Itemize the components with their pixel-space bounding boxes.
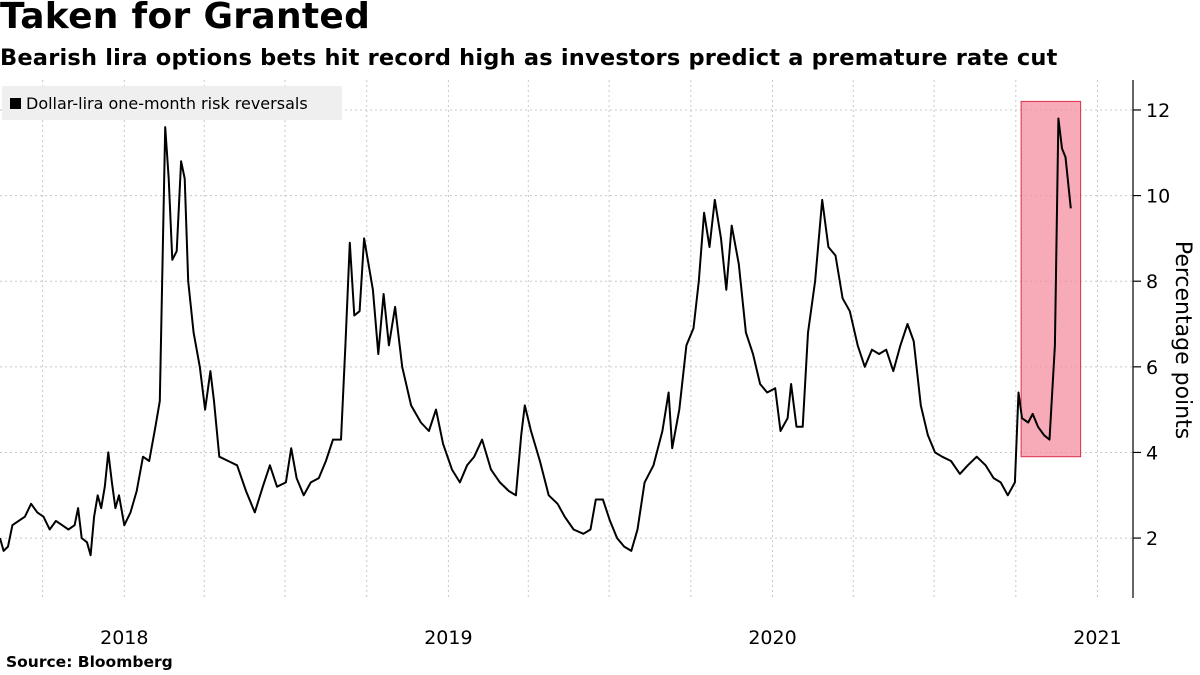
y-tick-label: 12 <box>1146 100 1170 122</box>
legend: Dollar-lira one-month risk reversals <box>2 86 342 120</box>
legend-swatch <box>10 97 21 109</box>
y-tick-label: 4 <box>1146 442 1158 464</box>
highlight-box <box>1020 100 1082 458</box>
y-tick-label: 2 <box>1146 528 1158 550</box>
x-tick-label: 2018 <box>100 627 148 649</box>
y-axis-ticks: 2 4 6 8 10 12 <box>1133 100 1170 550</box>
x-axis-ticks: 2018 2019 2020 2021 <box>100 627 1122 649</box>
y-tick-label: 8 <box>1146 271 1158 293</box>
chart-title: Taken for Granted <box>0 0 371 37</box>
x-tick-label: 2020 <box>748 627 796 649</box>
series-line <box>0 117 1072 557</box>
x-tick-label: 2019 <box>424 627 472 649</box>
y-tick-label: 6 <box>1146 357 1158 379</box>
source-note: Source: Bloomberg <box>6 653 173 671</box>
gridlines <box>0 80 1133 598</box>
x-tick-label: 2021 <box>1073 627 1121 649</box>
legend-label: Dollar-lira one-month risk reversals <box>26 93 308 113</box>
y-tick-label: 10 <box>1146 186 1170 208</box>
y-axis-label: Percentage points <box>1170 241 1195 439</box>
chart-subtitle: Bearish lira options bets hit record hig… <box>0 45 1058 71</box>
